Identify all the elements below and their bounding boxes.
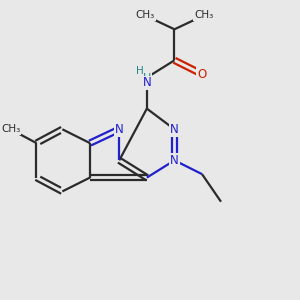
Text: N: N xyxy=(142,76,151,89)
Text: N: N xyxy=(170,154,179,167)
Text: CH₃: CH₃ xyxy=(1,124,20,134)
Text: O: O xyxy=(197,68,207,81)
Text: N: N xyxy=(115,123,124,136)
Text: CH₃: CH₃ xyxy=(136,11,155,20)
Text: N: N xyxy=(170,123,179,136)
Text: H: H xyxy=(136,66,143,76)
Text: CH₃: CH₃ xyxy=(194,11,213,20)
Text: H: H xyxy=(143,73,151,82)
